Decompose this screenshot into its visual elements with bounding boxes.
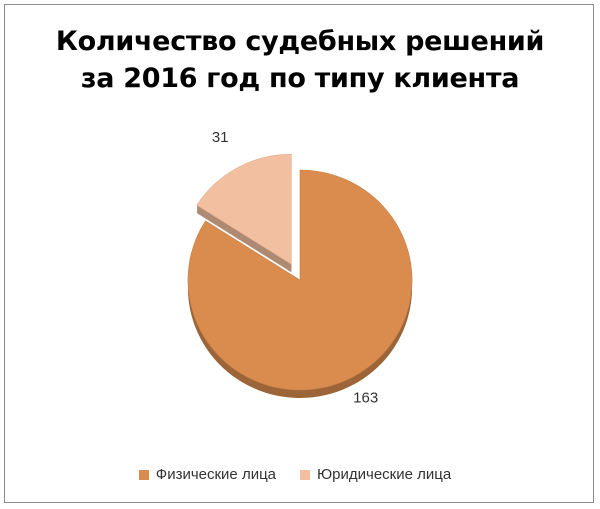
chart-title: Количество судебных решений за 2016 год …	[5, 23, 595, 97]
pie-slice-legal-entities	[196, 153, 292, 265]
data-label-legal-entities: 31	[212, 129, 229, 146]
pie-labels-layer: 163 31	[212, 129, 378, 407]
chart-title-line-1: Количество судебных решений	[55, 26, 545, 57]
legend-item-legal-entities: Юридические лица	[300, 466, 451, 483]
pie-slice-individuals	[187, 169, 413, 391]
legend-swatch-legal-entities	[300, 469, 311, 480]
chart-title-line-2: за 2016 год по типу клиента	[80, 63, 520, 94]
pie-slices-layer	[187, 153, 413, 391]
legend-item-individuals: Физические лица	[138, 466, 277, 483]
chart-legend: Физические лица Юридические лица	[0, 466, 590, 483]
data-label-individuals: 163	[353, 390, 378, 407]
legend-swatch-individuals	[138, 469, 149, 480]
legend-label-individuals: Физические лица	[155, 466, 277, 483]
chart-frame: Количество судебных решений за 2016 год …	[4, 4, 594, 503]
legend-label-legal-entities: Юридические лица	[317, 466, 452, 483]
